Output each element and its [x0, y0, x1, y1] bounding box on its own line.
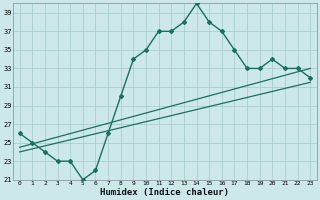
X-axis label: Humidex (Indice chaleur): Humidex (Indice chaleur)	[100, 188, 229, 197]
